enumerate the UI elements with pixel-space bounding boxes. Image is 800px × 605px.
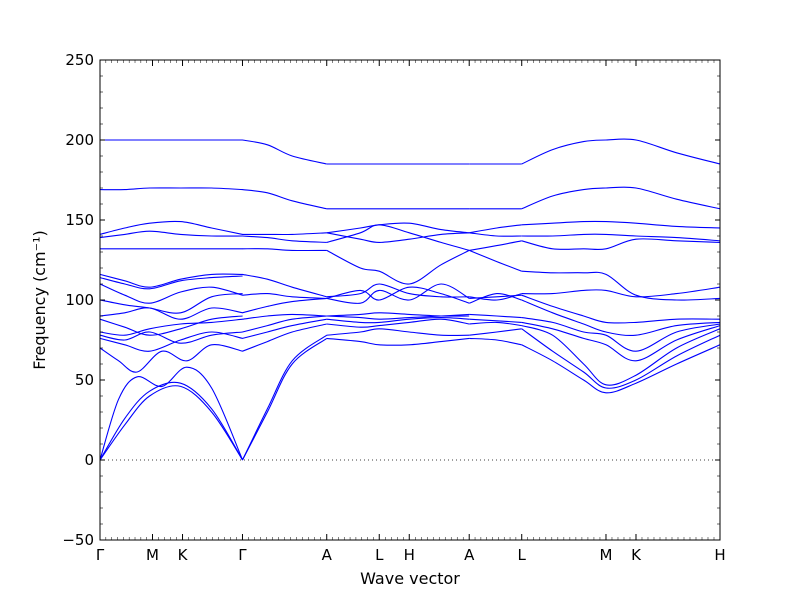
bands-layer [99, 138, 721, 461]
band-line-73 [521, 220, 721, 229]
band-line-65 [521, 321, 721, 362]
x-tick-label: Γ [238, 546, 247, 564]
band-line-22 [242, 318, 327, 339]
band-line-69 [521, 286, 721, 298]
band-line-39 [326, 286, 470, 304]
band-line-62 [521, 344, 721, 394]
band-line-21 [242, 323, 327, 352]
x-tick-label: A [322, 546, 333, 564]
band-line-50 [469, 321, 522, 327]
band-line-16 [99, 220, 243, 235]
band-line-29 [242, 235, 327, 243]
band-line-31 [242, 189, 327, 210]
x-tick-label: M [146, 546, 159, 564]
band-line-34 [326, 328, 470, 336]
x-tick-label: L [518, 546, 527, 564]
band-line-32 [242, 139, 327, 165]
y-tick-label: 150 [65, 211, 94, 229]
band-line-59 [469, 224, 522, 234]
x-tick-label: K [631, 546, 642, 564]
band-line-6 [99, 331, 243, 344]
band-line-26 [242, 293, 327, 299]
band-line-40 [326, 283, 470, 304]
y-tick-label: 250 [65, 51, 94, 69]
band-line-19 [241, 337, 328, 461]
x-tick-label: Γ [96, 546, 105, 564]
band-line-66 [521, 317, 721, 352]
band-line-56 [469, 249, 522, 272]
band-line-43 [326, 224, 470, 251]
band-line-8 [99, 315, 243, 336]
band-line-20 [241, 334, 328, 461]
band-line-72 [521, 233, 721, 242]
band-line-36 [326, 317, 470, 324]
band-line-10 [99, 293, 243, 314]
band-line-33 [326, 337, 470, 346]
band-line-35 [326, 318, 470, 328]
band-line-75 [521, 138, 721, 165]
band-line-9 [99, 307, 243, 320]
band-line-57 [469, 240, 522, 251]
band-line-45 [326, 222, 470, 234]
band-line-38 [326, 312, 470, 317]
band-line-51 [469, 318, 522, 323]
band-line-71 [521, 238, 721, 251]
y-tick-label: 0 [84, 451, 94, 469]
y-axis-label: Frequency (cm⁻¹) [30, 230, 49, 369]
band-line-63 [521, 328, 721, 389]
y-tick-label: 100 [65, 291, 94, 309]
band-line-48 [469, 337, 522, 346]
y-tick-label: 50 [75, 371, 94, 389]
band-line-49 [469, 328, 522, 336]
band-line-25 [242, 297, 327, 314]
band-line-58 [469, 232, 522, 237]
x-tick-label: K [178, 546, 189, 564]
y-tick-label: −50 [62, 531, 94, 549]
band-line-53 [469, 293, 522, 304]
band-line-24 [242, 313, 327, 320]
band-line-68 [521, 294, 721, 324]
band-line-23 [242, 315, 327, 333]
band-line-13 [99, 273, 243, 288]
x-tick-label: A [464, 546, 475, 564]
x-tick-label: M [600, 546, 613, 564]
x-axis-label: Wave vector [360, 569, 460, 588]
x-tick-label: H [714, 546, 725, 564]
band-line-27 [242, 273, 327, 298]
band-line-44 [326, 232, 470, 243]
band-line-42 [326, 249, 470, 285]
band-line-64 [521, 325, 721, 386]
band-line-17 [99, 187, 243, 191]
band-line-11 [99, 283, 243, 304]
band-line-15 [99, 230, 243, 239]
x-tick-label: L [375, 546, 384, 564]
band-line-7 [99, 318, 243, 336]
band-line-4 [99, 344, 243, 373]
band-line-2 [99, 381, 244, 461]
band-line-12 [99, 275, 243, 290]
band-line-67 [521, 299, 721, 336]
band-line-28 [242, 248, 327, 252]
band-line-1 [99, 385, 244, 461]
band-line-5 [99, 331, 243, 352]
band-line-3 [99, 366, 244, 461]
band-line-30 [242, 232, 327, 236]
band-line-55 [469, 293, 522, 301]
band-line-70 [521, 270, 721, 301]
band-line-41 [326, 283, 470, 298]
band-line-52 [469, 313, 522, 319]
x-tick-label: H [404, 546, 415, 564]
band-line-74 [521, 186, 721, 210]
y-tick-label: 200 [65, 131, 94, 149]
